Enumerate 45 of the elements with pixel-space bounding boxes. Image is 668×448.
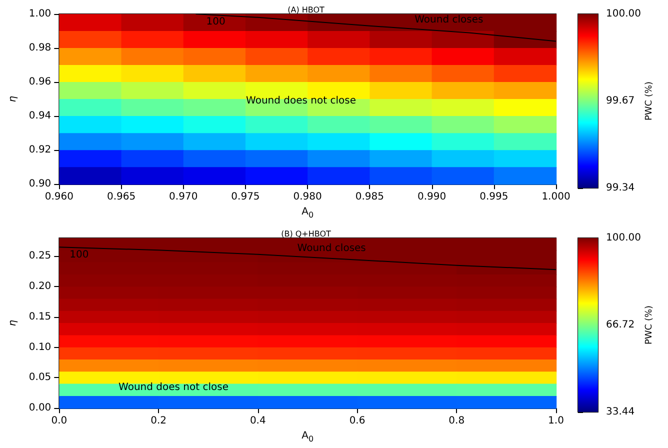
color-bar-title: PWC (%) [644,305,654,345]
color-bar-label: 100.00 [606,8,641,20]
x-tick-label: 0.990 [417,192,446,203]
y-tick-label: 0.94 [28,110,52,122]
x-tick-label: 0.995 [480,192,508,203]
x-tick-label: 0.2 [150,416,166,427]
y-tick-label: 0.15 [28,311,52,322]
color-bar-label: 33.44 [606,406,635,418]
color-bar-title: PWC (%) [644,81,654,121]
color-bar-label: 99.67 [606,96,635,106]
x-tick-label: 0.975 [231,192,260,203]
y-axis-title: η [8,320,18,326]
color-bar-label: 66.72 [606,320,635,330]
x-tick-label: 1.0 [548,416,564,427]
chart-title: (B) Q+HBOT [281,230,332,238]
y-tick-label: 1.00 [28,8,52,20]
y-tick-label: 0.90 [28,178,52,190]
x-tick-label: 1.000 [542,192,570,203]
x-tick-label: 0.4 [250,416,266,427]
annotation: Wound does not close [118,382,228,394]
x-tick-label: 0.970 [169,192,198,203]
color-bar-label: 100.00 [606,232,641,244]
annotation: Wound closes [414,14,484,26]
chart-title: (A) HBOT [288,6,325,14]
x-tick-label: 0.960 [44,192,74,203]
y-tick-label: 0.00 [28,402,52,414]
y-tick-label: 0.98 [28,42,52,54]
y-tick-label: 0.05 [28,372,52,384]
y-tick-label: 0.96 [28,76,52,88]
color-bar-label: 99.34 [606,182,635,194]
series-label: 100 [70,250,89,261]
y-tick-label: 0.20 [28,281,52,292]
series-label: 100 [206,16,226,28]
x-tick-label: 0.980 [293,192,322,203]
x-tick-label: 0.965 [106,192,136,203]
y-tick-label: 0.10 [28,342,52,353]
x-tick-label: 0.0 [51,416,68,427]
y-axis-title: η [8,96,18,102]
x-tick-label: 0.8 [448,416,465,427]
y-tick-label: 0.25 [28,250,52,262]
annotation: Wound closes [297,242,366,254]
x-tick-label: 0.6 [349,416,366,427]
annotation: Wound does not close [246,96,356,106]
y-tick-label: 0.92 [28,144,52,156]
x-tick-label: 0.985 [355,192,384,203]
